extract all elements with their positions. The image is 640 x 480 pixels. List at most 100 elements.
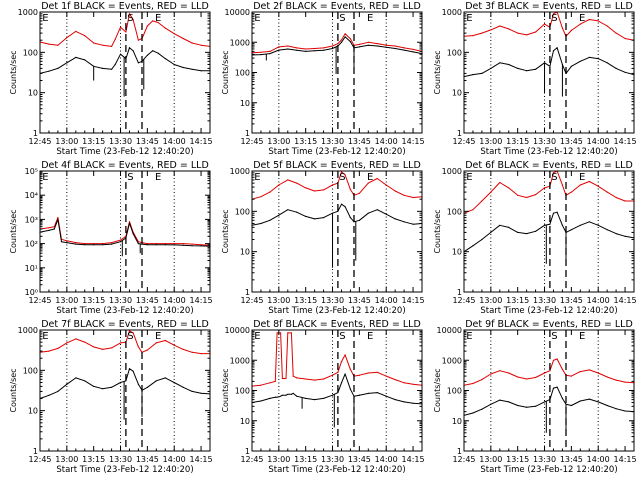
data-point-events	[549, 65, 551, 67]
data-point-events	[615, 408, 617, 410]
data-point-events	[588, 398, 590, 400]
data-point-events	[119, 53, 122, 55]
data-point-events	[579, 400, 581, 402]
data-point-lld	[164, 27, 166, 29]
data-point-events	[481, 408, 483, 410]
y-tick-label: 10	[28, 407, 38, 416]
y-tick-label: 1	[457, 288, 462, 297]
data-point-events	[276, 396, 278, 398]
data-point-events	[394, 399, 396, 401]
series-line-events	[251, 373, 423, 405]
x-tick-label: 13:00	[55, 296, 78, 305]
data-point-lld	[305, 48, 307, 50]
y-axis-label: Counts/sec	[221, 50, 230, 94]
data-point-lld	[287, 45, 289, 47]
data-point-events	[296, 211, 298, 213]
data-point-events	[412, 402, 414, 404]
data-point-lld	[132, 18, 134, 21]
data-point-lld	[606, 25, 608, 27]
data-point-lld	[403, 47, 405, 49]
data-point-events	[260, 222, 262, 225]
data-point-events	[579, 224, 581, 226]
data-point-lld	[57, 347, 59, 349]
plot-frame	[251, 170, 423, 293]
data-point-events	[526, 233, 528, 235]
data-point-events	[66, 242, 68, 244]
data-point-events	[323, 217, 325, 219]
data-point-lld	[552, 359, 555, 361]
plot-frame	[463, 11, 635, 134]
x-tick-label: 13:45	[136, 137, 159, 146]
data-point-events	[367, 392, 369, 394]
series-line-events	[463, 211, 635, 253]
data-point-lld	[340, 361, 343, 363]
data-point-events	[499, 224, 501, 226]
x-tick-label: 12:45	[240, 137, 263, 146]
data-point-lld	[367, 372, 369, 374]
data-point-lld	[111, 45, 113, 48]
data-point-lld	[526, 378, 528, 380]
data-point-lld	[75, 30, 77, 32]
y-tick-label: 100	[23, 48, 38, 57]
x-tick-label: 13:45	[136, 296, 159, 305]
data-point-events	[278, 214, 280, 216]
data-point-lld	[66, 240, 68, 242]
data-point-events	[93, 244, 95, 246]
data-point-events	[269, 397, 271, 399]
data-point-events	[561, 397, 564, 399]
data-point-lld	[132, 332, 134, 334]
data-point-lld	[481, 200, 483, 202]
event-marker-E: E	[579, 331, 585, 342]
data-point-events	[561, 224, 564, 226]
x-tick-label: 13:45	[136, 455, 159, 464]
data-point-events	[490, 231, 492, 233]
data-point-events	[137, 383, 139, 385]
x-axis-label: Start Time (23-Feb-12 12:40:20)	[480, 147, 617, 157]
data-point-lld	[331, 45, 334, 47]
y-tick-label: 1000	[18, 8, 38, 17]
data-point-lld	[323, 189, 325, 191]
data-point-events	[385, 46, 387, 48]
y-tick-label: 100	[23, 366, 38, 375]
data-point-lld	[57, 216, 59, 219]
chart-title: Det 4f BLACK = Events, RED = LLD	[41, 160, 209, 171]
y-tick-label: 1	[245, 129, 250, 138]
data-point-lld	[331, 184, 334, 186]
data-point-events	[597, 224, 599, 226]
data-point-lld	[173, 33, 175, 35]
data-point-events	[66, 62, 68, 64]
data-point-events	[137, 243, 139, 245]
data-point-events	[84, 380, 86, 382]
chart-title: Det 5f BLACK = Events, RED = LLD	[253, 160, 421, 171]
data-point-events	[340, 41, 343, 43]
series-line-lld	[39, 330, 210, 355]
y-axis-label: Counts/sec	[9, 50, 18, 94]
data-point-lld	[200, 353, 202, 355]
y-tick-label: 100	[235, 69, 250, 78]
y-axis-label: Counts/sec	[221, 209, 230, 253]
data-point-events	[323, 397, 325, 399]
event-marker-E: E	[42, 172, 48, 183]
series-line-lld	[251, 332, 423, 387]
x-tick-label: 14:00	[375, 296, 398, 305]
data-point-lld	[597, 185, 599, 187]
event-marker-S: S	[339, 13, 345, 24]
data-point-events	[191, 68, 193, 70]
data-point-events	[200, 392, 202, 394]
data-point-lld	[358, 374, 360, 376]
data-point-events	[200, 70, 202, 72]
data-point-events	[517, 67, 519, 69]
data-point-lld	[296, 47, 298, 49]
data-point-lld	[75, 338, 77, 340]
data-point-events	[75, 243, 77, 245]
data-point-lld	[499, 25, 501, 27]
data-point-lld	[508, 28, 510, 30]
event-marker-E: E	[155, 331, 161, 342]
x-tick-label: 13:15	[82, 137, 105, 146]
data-point-events	[137, 62, 139, 64]
y-axis-label: Counts/sec	[9, 209, 18, 253]
y-tick-label: 1	[457, 129, 462, 138]
series-line-lld	[463, 358, 635, 386]
chart-title: Det 3f BLACK = Events, RED = LLD	[465, 1, 633, 12]
